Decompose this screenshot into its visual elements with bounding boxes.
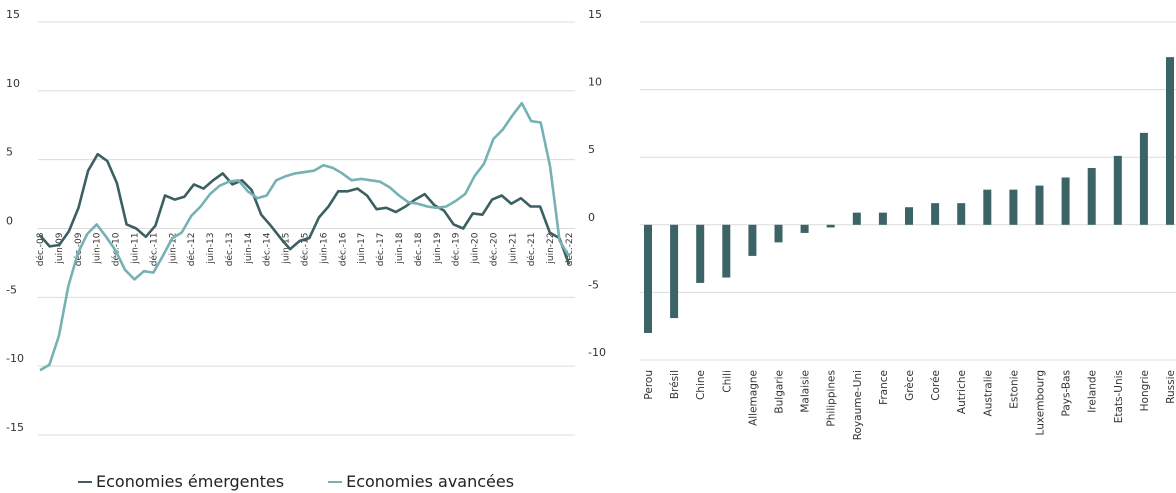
x-tick-label: déc.-11 — [148, 233, 159, 267]
x-tick-label: déc.-08 — [35, 232, 46, 266]
bar — [1139, 132, 1148, 225]
bar — [774, 224, 783, 243]
y-tick-label: -15 — [6, 421, 24, 434]
bar — [1087, 168, 1096, 225]
x-tick-label: déc.-21 — [526, 233, 537, 267]
x-tick-label: juin-09 — [55, 232, 65, 264]
x-tick-label: juin-10 — [93, 232, 103, 264]
x-tick-label: déc.-20 — [488, 232, 499, 266]
y-tick-label: 15 — [6, 8, 20, 21]
x-tick-label: déc.-13 — [224, 233, 235, 267]
x-tick-label: déc.-16 — [337, 232, 348, 266]
x-tick-label: juin-18 — [395, 232, 405, 264]
y-tick-label: 15 — [588, 8, 602, 21]
x-tick-label: déc.-17 — [375, 233, 386, 267]
x-tick-label: juin-14 — [244, 232, 254, 264]
bar — [800, 224, 809, 233]
series-line-advanced — [39, 101, 571, 372]
category-label: Philippines — [826, 370, 838, 427]
bar — [1113, 155, 1122, 225]
category-label: Brésil — [669, 370, 681, 399]
legend-label-advanced: Economies avancées — [346, 472, 515, 491]
legend-swatch-emerging — [78, 480, 92, 483]
category-label: Chili — [721, 370, 733, 393]
category-label: Russie — [1165, 370, 1176, 404]
x-tick-label: déc.-22 — [564, 233, 575, 267]
right-bar-chart: 15 10 5 0 -5 -10 Perou Brésil Chine Chili Allemagn… — [588, 8, 1176, 440]
bar — [905, 207, 913, 225]
bar — [852, 212, 861, 225]
category-label: Autriche — [956, 370, 968, 414]
bar — [878, 212, 887, 225]
legend-item-emerging[interactable]: Economies émergentes — [78, 472, 284, 491]
y-tick-label: -10 — [588, 346, 606, 359]
category-label: Luxembourg — [1035, 370, 1047, 435]
category-label: Allemagne — [747, 370, 759, 426]
x-tick-label: juin-16 — [319, 232, 329, 264]
x-tick-label: juin-21 — [508, 233, 518, 265]
bar — [644, 224, 652, 333]
y-tick-label: -5 — [588, 278, 599, 291]
y-tick-label: 10 — [6, 77, 20, 90]
x-tick-label: juin-11 — [130, 233, 140, 265]
x-tick-label: juin-22 — [546, 233, 556, 265]
x-tick-label: déc.-18 — [413, 232, 424, 266]
x-tick-label: juin-15 — [282, 233, 292, 265]
category-label: Corée — [930, 370, 942, 401]
y-tick-label: -10 — [6, 352, 24, 365]
x-tick-label: juin-17 — [357, 233, 367, 265]
category-label: Estonie — [1008, 370, 1020, 409]
bar — [748, 224, 757, 256]
category-label: Chine — [695, 370, 707, 400]
bar — [957, 203, 966, 225]
legend-label-emerging: Economies émergentes — [96, 472, 285, 491]
category-label: Irelande — [1087, 370, 1099, 413]
category-label: Pays-Bas — [1061, 370, 1073, 417]
bar — [1035, 185, 1044, 225]
x-tick-label: déc.-14 — [262, 232, 273, 266]
x-tick-label: déc.-12 — [186, 233, 197, 267]
category-label: Royaume-Uni — [852, 370, 864, 440]
x-tick-label: juin-19 — [433, 232, 443, 264]
bar — [1061, 177, 1070, 225]
y-tick-label: 5 — [588, 143, 595, 156]
left-line-chart: 15 10 5 0 -5 -10 -15 déc.-08 juin-09 déc.-09 juin-… — [6, 8, 575, 436]
bar — [670, 224, 679, 319]
y-tick-label: 0 — [588, 211, 595, 224]
bar — [983, 189, 992, 225]
y-tick-label: 5 — [6, 146, 13, 159]
y-tick-label: -5 — [6, 283, 17, 296]
category-label: Etats-Unis — [1113, 370, 1125, 423]
bar — [722, 224, 731, 278]
bar — [826, 224, 835, 228]
chart-legend: Economies émergentes Economies avancées — [78, 472, 514, 491]
bar — [696, 224, 705, 283]
x-tick-label: juin-13 — [206, 233, 216, 265]
category-label: Malaisie — [800, 370, 812, 413]
y-tick-label: 10 — [588, 76, 602, 89]
category-label: Australie — [982, 370, 994, 416]
category-label: Bulgarie — [774, 370, 786, 414]
legend-item-advanced[interactable]: Economies avancées — [328, 472, 514, 491]
y-tick-label: 0 — [6, 215, 13, 228]
series-line-emerging — [39, 152, 571, 265]
x-tick-label: déc.-09 — [73, 232, 84, 266]
x-tick-label: juin-20 — [471, 232, 481, 264]
bar — [1166, 57, 1174, 225]
legend-swatch-advanced — [328, 480, 343, 483]
bar — [931, 203, 940, 225]
category-label: Hongrie — [1139, 370, 1151, 411]
x-tick-label: déc.-19 — [451, 232, 462, 266]
category-label: France — [878, 370, 890, 405]
bar — [1009, 189, 1018, 225]
x-tick-label: déc.-15 — [300, 233, 311, 267]
category-label: Perou — [643, 370, 655, 400]
category-label: Grèce — [904, 370, 916, 401]
x-tick-label: juin-12 — [168, 233, 178, 265]
